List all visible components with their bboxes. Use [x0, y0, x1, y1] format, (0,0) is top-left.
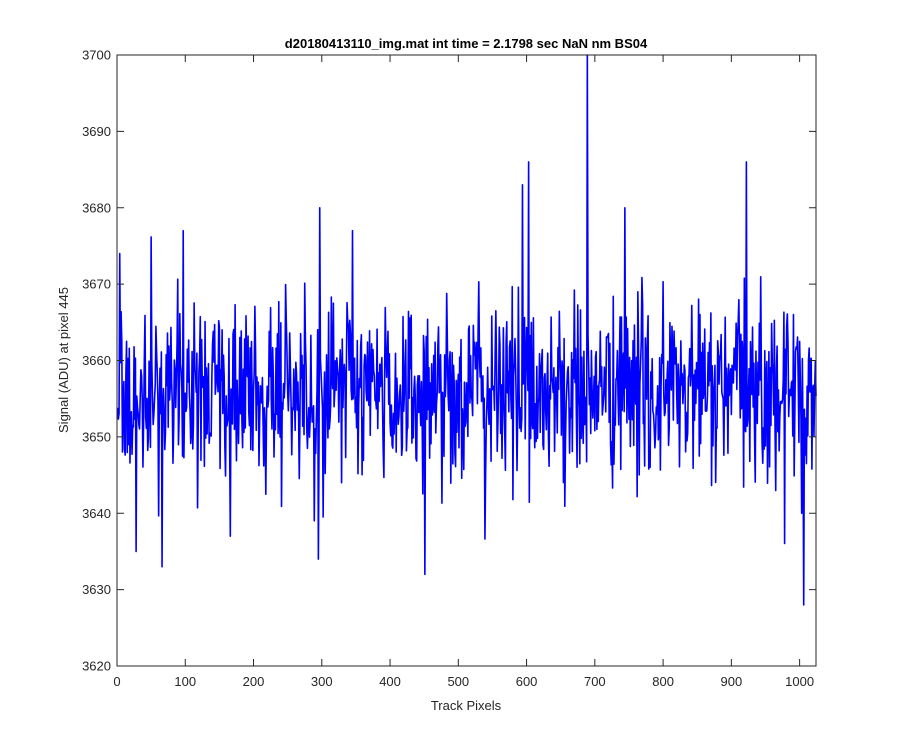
x-tick-label: 100	[174, 674, 196, 689]
x-axis-label: Track Pixels	[431, 698, 502, 713]
x-tick-label: 400	[379, 674, 401, 689]
y-tick-label: 3700	[82, 48, 111, 63]
x-tick-label: 300	[311, 674, 333, 689]
y-tick-label: 3650	[82, 429, 111, 444]
chart-title: d20180413110_img.mat int time = 2.1798 s…	[285, 36, 648, 51]
y-tick-label: 3690	[82, 124, 111, 139]
x-tick-label: 600	[516, 674, 538, 689]
x-tick-label: 800	[652, 674, 674, 689]
y-tick-label: 3670	[82, 277, 111, 292]
plot-area	[116, 54, 817, 667]
series-line	[116, 54, 817, 606]
x-tick-label: 700	[584, 674, 606, 689]
y-axis: 3620 3630 3640 3650 3660 3670 3680 3690 3700	[82, 48, 816, 674]
x-tick-label: 900	[721, 674, 743, 689]
x-tick-label: 0	[113, 674, 120, 689]
y-tick-label: 3660	[82, 353, 111, 368]
y-axis-label: Signal (ADU) at pixel 445	[56, 287, 71, 433]
x-tick-label: 1000	[785, 674, 814, 689]
y-tick-label: 3620	[82, 659, 111, 674]
y-tick-label: 3680	[82, 200, 111, 215]
x-tick-label: 500	[447, 674, 469, 689]
y-tick-label: 3630	[82, 582, 111, 597]
y-tick-label: 3640	[82, 506, 111, 521]
x-axis: 0 100 200 300 400 500 600 700 800 900 1000	[113, 55, 814, 689]
x-tick-label: 200	[243, 674, 265, 689]
